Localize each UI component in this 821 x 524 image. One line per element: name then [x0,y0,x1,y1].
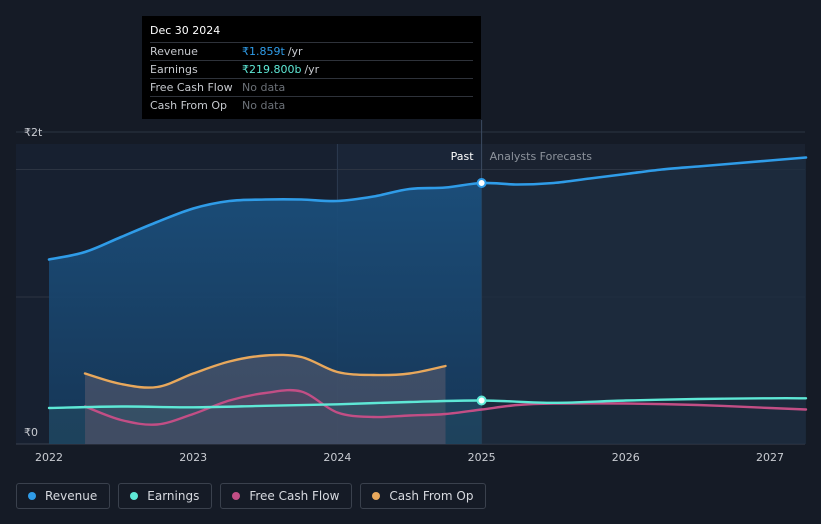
x-tick-label: 2025 [468,451,496,464]
x-tick-label: 2026 [612,451,640,464]
legend-item-earnings[interactable]: Earnings [118,483,213,509]
legend-label: Earnings [147,489,200,503]
tooltip-row-revenue: Revenue ₹1.859t /yr [150,42,473,60]
tooltip-value: No data [242,99,286,112]
earnings-past-area [49,400,482,444]
tooltip-value: No data [242,81,286,94]
tooltip-row-earnings: Earnings ₹219.800b /yr [150,60,473,78]
revenue-marker [476,178,487,188]
tooltip-value: ₹1.859t [242,45,285,58]
past-label: Past [451,150,475,163]
revenue-forecast-area [481,157,807,444]
legend-dot-icon [130,492,139,500]
tooltip-row-cash-from-op: Cash From Op No data [150,96,473,114]
cash-from-op-area [85,354,446,444]
tooltip-label: Free Cash Flow [150,81,233,94]
tooltip-unit: /yr [287,45,303,58]
tooltip-label: Earnings [150,63,198,76]
forecast-label: Analysts Forecasts [490,150,593,163]
revenue-line [47,156,808,261]
x-tick-label: 2024 [323,451,351,464]
earnings-line [47,397,808,410]
x-tick-label: 2022 [35,451,63,464]
cash-from-op-line [83,353,447,389]
legend-dot-icon [28,492,36,500]
tooltip-unit: /yr [304,63,320,76]
legend-dot-icon [232,492,241,500]
x-tick-label: 2027 [756,451,784,464]
legend-dot-icon [372,492,381,500]
legend-label: Free Cash Flow [249,489,340,503]
earnings-marker [476,395,487,406]
x-tick-label: 2023 [179,451,207,464]
y-tick-label: ₹0 [24,426,38,439]
tooltip-label: Revenue [150,45,198,58]
legend-item-free-cash-flow[interactable]: Free Cash Flow [220,483,353,509]
legend-label: Cash From Op [389,489,474,503]
tooltip-date: Dec 30 2024 [150,24,221,37]
legend-item-cash-from-op[interactable]: Cash From Op [360,483,487,509]
revenue-past-area [49,183,482,444]
tooltip-row-free-cash-flow: Free Cash Flow No data [150,78,473,96]
tooltip-value: ₹219.800b [242,63,302,76]
y-tick-label: ₹2t [24,126,43,139]
free-cash-flow-area [85,390,446,444]
tooltip: Dec 30 2024 Revenue ₹1.859t /yr Earnings… [142,16,481,119]
legend: Revenue Earnings Free Cash Flow Cash Fro… [16,483,487,509]
tooltip-label: Cash From Op [150,99,228,112]
legend-item-revenue[interactable]: Revenue [16,483,111,509]
free-cash-flow-line [83,388,808,426]
legend-label: Revenue [45,489,98,503]
